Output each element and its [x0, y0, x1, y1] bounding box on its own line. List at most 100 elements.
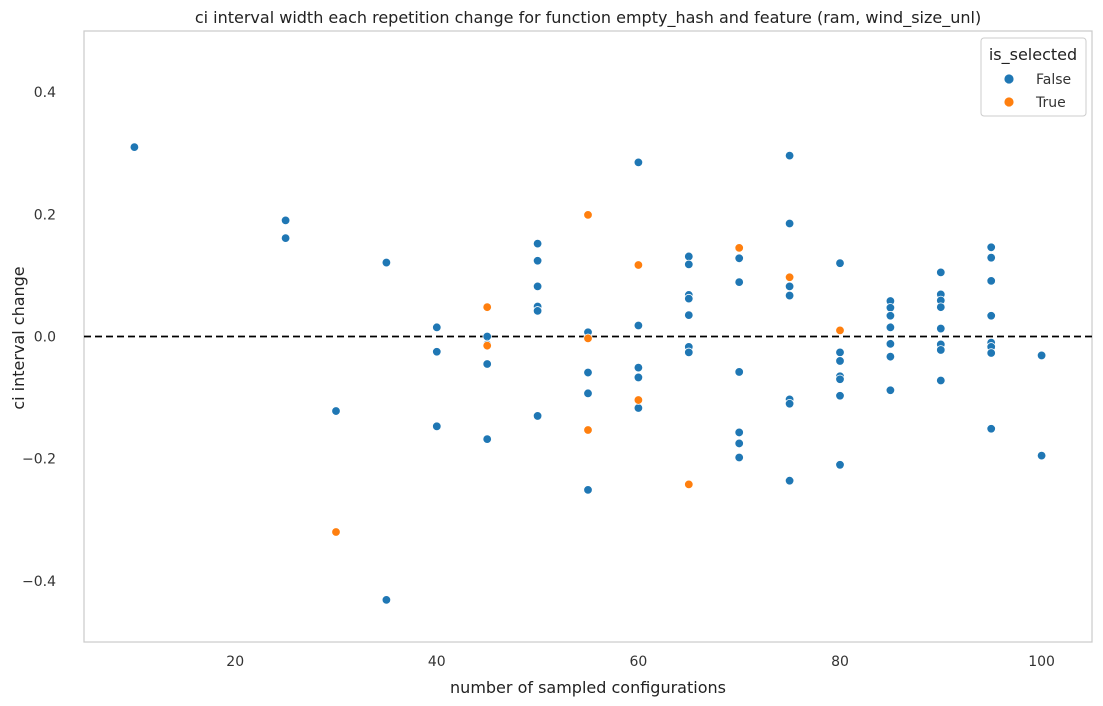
chart-title: ci interval width each repetition change…	[195, 8, 981, 28]
data-point-false-46	[784, 399, 795, 409]
data-point-false-43	[784, 281, 795, 292]
x-tick-label-20: 20	[226, 654, 244, 670]
x-tick-label-60: 60	[629, 654, 647, 670]
y-axis-label: ci interval change	[9, 266, 28, 409]
data-point-false-29	[684, 259, 694, 270]
data-point-false-48	[835, 258, 845, 268]
data-point-false-59	[885, 339, 896, 349]
data-point-false-27	[633, 403, 644, 413]
x-axis-ticks: 20 40 60 80 100	[226, 654, 1055, 670]
x-axis-label: number of sampled configurations	[450, 678, 726, 697]
data-point-true-3	[583, 210, 593, 220]
data-point-false-69	[936, 375, 946, 386]
data-point-false-12	[482, 434, 492, 444]
x-tick-label-80: 80	[831, 654, 849, 670]
legend: is_selected False True	[980, 37, 1087, 117]
data-point-false-73	[986, 311, 996, 321]
data-point-false-42	[784, 218, 795, 229]
x-tick-label-100: 100	[1028, 654, 1055, 670]
x-tick-label-40: 40	[428, 654, 446, 670]
data-point-false-13	[532, 238, 543, 249]
data-point-false-77	[986, 424, 996, 434]
data-point-false-22	[583, 485, 593, 495]
data-point-false-37	[734, 367, 744, 377]
data-point-true-5	[583, 425, 593, 435]
legend-marker-false	[1003, 73, 1015, 85]
data-point-true-8	[684, 479, 694, 490]
data-point-false-57	[885, 311, 896, 321]
data-point-false-39	[734, 438, 744, 449]
data-point-false-26	[633, 372, 644, 383]
data-point-false-21	[583, 388, 593, 399]
data-point-false-7	[432, 347, 442, 357]
data-point-false-8	[432, 421, 442, 432]
y-tick-label-0: −0.4	[22, 574, 56, 590]
data-point-false-38	[734, 427, 744, 438]
legend-title: is_selected	[989, 45, 1077, 65]
data-point-false-31	[684, 293, 694, 304]
data-point-false-23	[633, 157, 644, 168]
data-point-false-5	[381, 595, 392, 605]
data-points-layer	[129, 142, 1047, 605]
data-point-false-40	[734, 452, 744, 463]
data-point-false-41	[784, 150, 795, 161]
data-point-false-6	[432, 322, 442, 333]
data-point-false-72	[986, 276, 996, 286]
data-point-false-18	[532, 411, 543, 421]
data-point-false-0	[129, 142, 140, 152]
data-point-false-11	[482, 359, 492, 369]
data-point-false-60	[885, 351, 896, 362]
data-point-false-36	[734, 277, 744, 287]
data-point-true-7	[633, 395, 644, 405]
data-point-false-49	[835, 347, 845, 358]
data-point-false-70	[986, 242, 996, 252]
data-point-true-4	[583, 333, 593, 344]
data-point-false-52	[835, 374, 845, 384]
data-point-false-50	[835, 356, 845, 366]
y-tick-label-3: 0.2	[34, 207, 56, 223]
y-tick-label-2: 0.0	[34, 330, 56, 346]
data-point-true-0	[331, 527, 341, 537]
data-point-false-28	[684, 251, 694, 262]
data-point-false-71	[986, 252, 996, 263]
data-point-false-24	[633, 320, 644, 331]
y-tick-label-1: −0.2	[22, 452, 56, 468]
data-point-false-15	[532, 281, 543, 292]
data-point-false-54	[835, 460, 845, 470]
data-point-true-9	[734, 243, 744, 253]
data-point-false-58	[885, 322, 896, 333]
data-point-false-9	[482, 331, 492, 342]
data-point-false-17	[532, 306, 543, 316]
data-point-false-35	[734, 253, 744, 263]
data-point-false-47	[784, 475, 795, 486]
data-point-false-56	[885, 303, 896, 313]
data-point-false-78	[1036, 350, 1047, 361]
data-point-false-3	[331, 406, 341, 416]
data-point-false-61	[885, 385, 896, 395]
data-point-false-32	[684, 310, 694, 320]
data-point-false-2	[280, 233, 291, 243]
data-point-false-62	[936, 267, 946, 278]
legend-marker-true	[1003, 96, 1015, 108]
data-point-false-53	[835, 391, 845, 401]
legend-box	[980, 37, 1087, 117]
data-point-true-2	[482, 340, 492, 351]
data-point-false-65	[936, 302, 946, 312]
data-point-false-20	[583, 367, 593, 378]
data-point-false-25	[633, 362, 644, 373]
data-point-true-11	[835, 325, 845, 336]
y-tick-label-4: 0.4	[34, 85, 56, 101]
data-point-true-1	[482, 302, 492, 312]
legend-label-false: False	[1036, 72, 1071, 88]
data-point-false-79	[1036, 450, 1047, 461]
data-point-false-76	[986, 348, 996, 358]
data-point-false-14	[532, 256, 543, 266]
data-point-false-4	[381, 257, 392, 268]
data-point-false-1	[280, 215, 291, 226]
data-point-false-66	[936, 323, 946, 334]
y-axis-ticks: −0.4 −0.2 0.0 0.2 0.4	[22, 85, 56, 590]
data-point-true-6	[633, 260, 644, 270]
data-point-true-10	[784, 272, 795, 282]
data-point-false-44	[784, 290, 795, 301]
